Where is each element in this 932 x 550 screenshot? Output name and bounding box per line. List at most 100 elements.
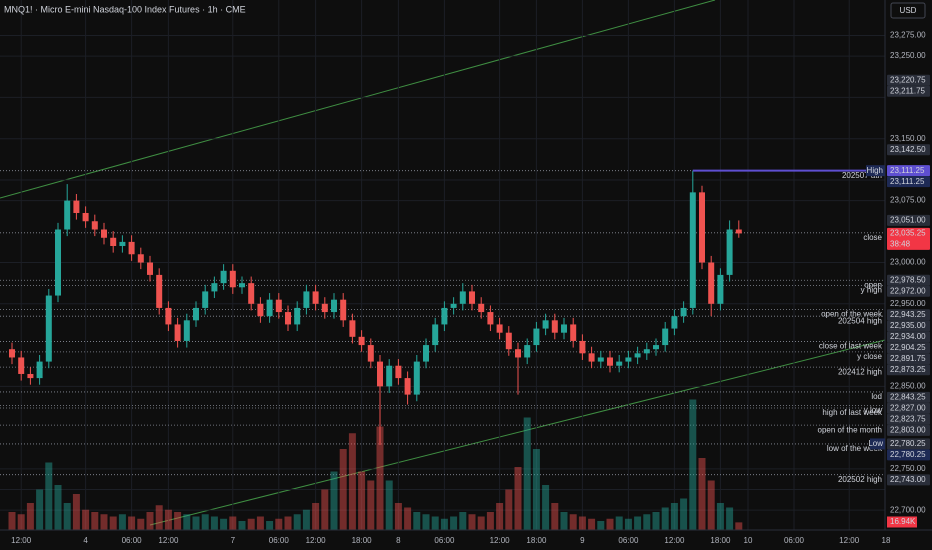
y-tick-label: 23,150.00 xyxy=(890,134,926,143)
volume-bar xyxy=(385,480,393,530)
price-label: 22,827.00 xyxy=(890,403,926,412)
y-tick-label: 22,950.00 xyxy=(890,299,926,308)
x-tick-label: 10 xyxy=(744,536,753,545)
price-label: 23,051.00 xyxy=(890,216,926,225)
volume-bar xyxy=(422,514,430,530)
volume-bar xyxy=(229,516,237,530)
candle-body xyxy=(294,307,301,325)
level-label: 202507 ath xyxy=(842,171,882,180)
candle-body xyxy=(331,299,337,313)
volume-bar xyxy=(358,471,366,530)
candle-body xyxy=(220,270,227,284)
y-tick-label: 22,850.00 xyxy=(890,381,926,390)
price-tag xyxy=(887,320,930,332)
candle-body xyxy=(469,291,475,304)
candle-body xyxy=(653,345,659,350)
candle-body xyxy=(101,229,107,238)
volume-bar xyxy=(440,518,448,530)
candle-body xyxy=(561,324,567,333)
volume-bar xyxy=(82,509,90,530)
volume-bar xyxy=(606,518,614,530)
volume-bar xyxy=(321,489,329,530)
level-label: open xyxy=(864,280,882,289)
candle-body xyxy=(36,361,43,379)
candle-body xyxy=(496,324,503,333)
price-label: 22,943.25 xyxy=(890,310,926,319)
candle-body xyxy=(671,316,678,329)
volume-bar xyxy=(330,471,338,530)
trend-line xyxy=(0,0,716,199)
price-label: 22,780.25 xyxy=(890,450,926,459)
volume-bar xyxy=(560,512,568,530)
price-label: 23,035.25 xyxy=(890,229,926,238)
volume-bar xyxy=(661,507,669,530)
price-tag xyxy=(887,402,930,414)
candle-body xyxy=(257,303,264,317)
volume-bar xyxy=(174,512,182,530)
volume-bar xyxy=(100,514,108,530)
currency[interactable]: USD xyxy=(900,6,917,15)
candle-body xyxy=(643,349,650,354)
x-tick-label: 4 xyxy=(83,536,88,545)
volume-bar xyxy=(137,518,145,530)
y-tick-label: 23,275.00 xyxy=(890,31,926,40)
price-label: 23,111.25 xyxy=(890,177,925,186)
price-tag xyxy=(887,165,930,177)
level-label: y close xyxy=(857,352,882,361)
volume-bar xyxy=(707,480,715,530)
x-tick-label: 18 xyxy=(882,536,891,545)
price-label: 23,220.75 xyxy=(890,75,926,84)
volume-bar xyxy=(302,509,310,530)
price-label: 23,111.25 xyxy=(890,166,925,175)
volume-bar xyxy=(532,449,540,530)
volume-bar xyxy=(54,485,62,530)
candle-body xyxy=(735,229,742,234)
price-tag xyxy=(887,309,930,321)
price-tag xyxy=(887,144,930,156)
volume-bar xyxy=(643,514,651,530)
y-tick-label: 23,075.00 xyxy=(890,196,926,205)
price-tag xyxy=(887,364,930,376)
candle-body xyxy=(27,373,34,379)
volume-bar xyxy=(652,512,660,530)
candle-body xyxy=(321,303,328,313)
candle-body xyxy=(174,324,181,341)
candle-body xyxy=(423,345,429,362)
candle-body xyxy=(505,332,512,350)
volume-bar xyxy=(63,503,71,530)
candle-body xyxy=(349,320,356,337)
volume-bar xyxy=(698,458,706,530)
candle-body xyxy=(597,357,604,362)
candle-body xyxy=(542,320,549,329)
high-text: High xyxy=(867,166,883,175)
volume-bar xyxy=(91,512,99,530)
price-label: 22,823.75 xyxy=(890,414,926,423)
candle-body xyxy=(82,212,89,222)
volume-bar xyxy=(670,503,678,530)
volume-bar xyxy=(376,426,384,530)
candle-body xyxy=(662,328,669,346)
volume-bar xyxy=(201,514,209,530)
volume-bar xyxy=(496,503,504,530)
x-tick-label: 12:00 xyxy=(158,536,179,545)
level-label: 202502 high xyxy=(838,475,882,484)
candle-body xyxy=(128,241,135,255)
volume-bar xyxy=(505,489,513,530)
volume-bar xyxy=(164,509,172,530)
candle-body xyxy=(515,349,521,358)
price-label: 22,843.25 xyxy=(890,392,926,401)
volume-bar xyxy=(72,494,80,530)
candle-body xyxy=(367,345,374,362)
x-tick-label: 12:00 xyxy=(839,536,860,545)
volume-bar xyxy=(634,516,642,530)
volume-bar xyxy=(726,507,734,530)
currency-button[interactable] xyxy=(890,2,926,19)
candle-body xyxy=(73,200,80,213)
candle-body xyxy=(45,295,52,362)
candle-body xyxy=(616,361,623,366)
candle-body xyxy=(487,312,494,325)
candle-body xyxy=(570,324,577,341)
candle-body xyxy=(533,328,540,346)
volume-bar xyxy=(569,514,577,530)
